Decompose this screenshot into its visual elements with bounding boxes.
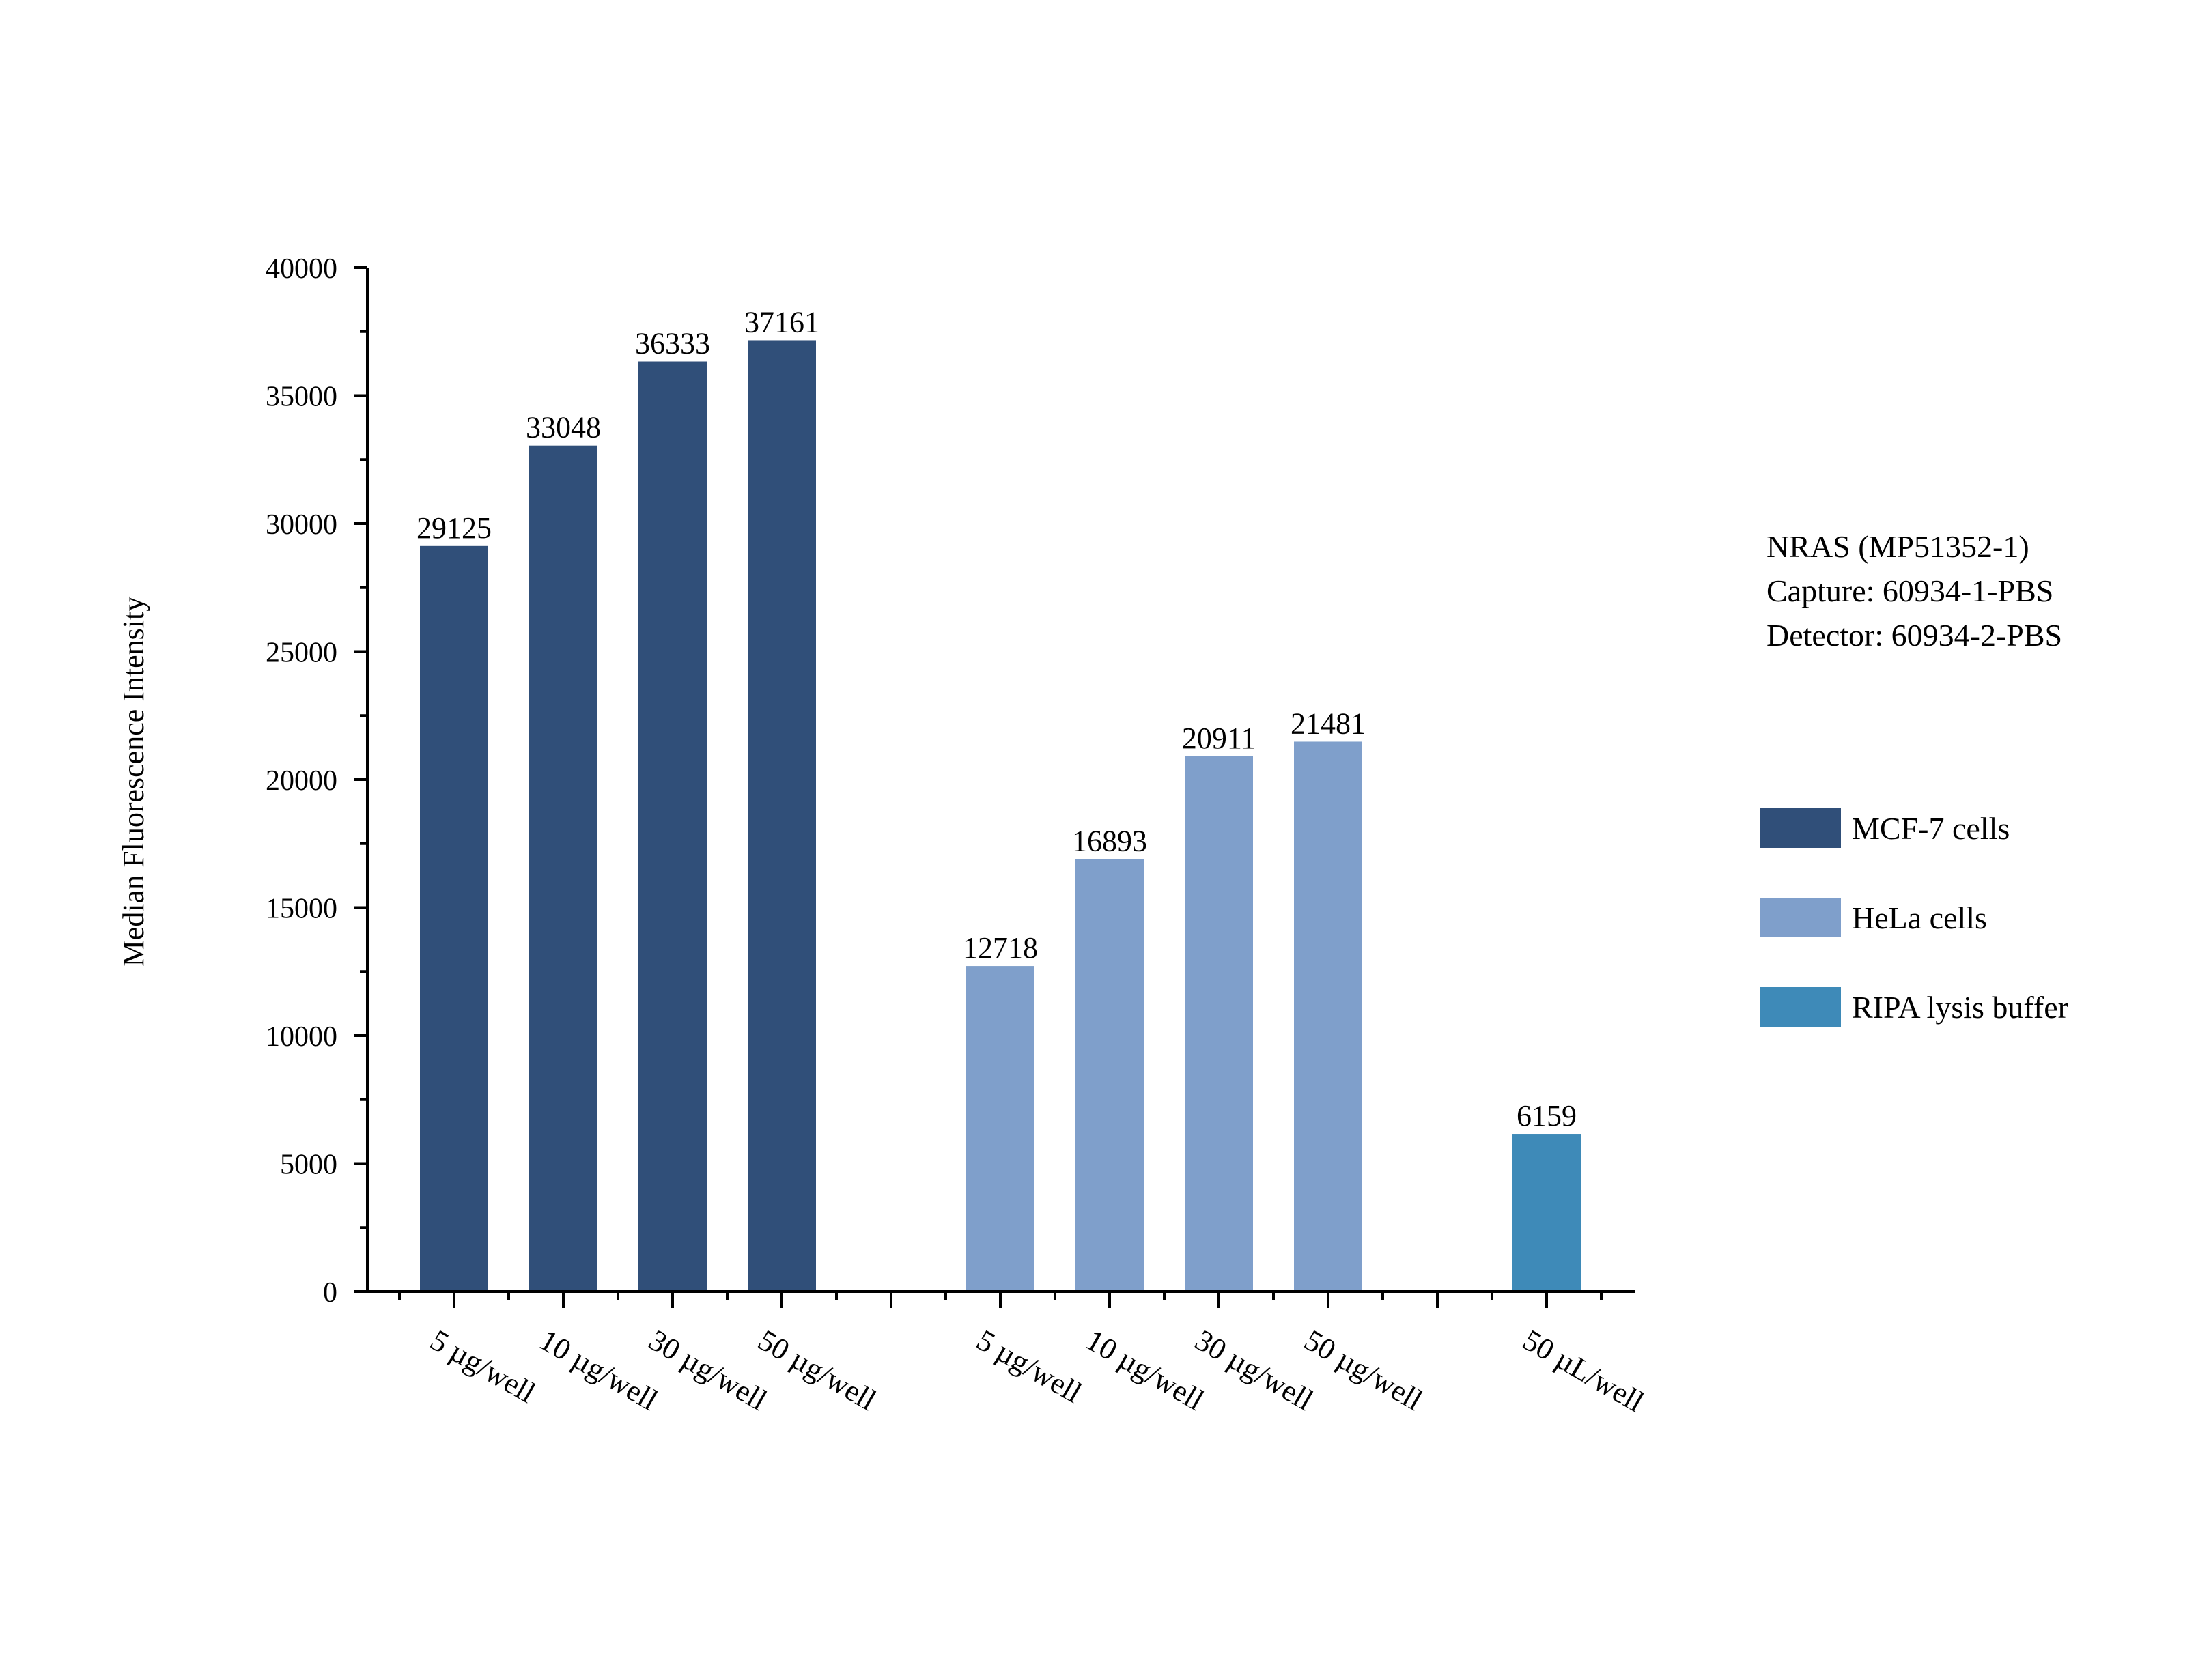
legend-label-0: MCF-7 cells xyxy=(1852,811,2010,846)
bar-0-0 xyxy=(420,545,488,1292)
bar-value-label: 37161 xyxy=(744,305,819,339)
bar-2-0 xyxy=(1512,1134,1581,1292)
legend-label-2: RIPA lysis buffer xyxy=(1852,990,2068,1025)
bar-value-label: 12718 xyxy=(963,931,1038,965)
y-tick-label: 10000 xyxy=(266,1021,337,1053)
bar-1-1 xyxy=(1075,859,1144,1292)
bar-value-label: 36333 xyxy=(635,327,710,360)
annotation-line-3: Detector: 60934-2-PBS xyxy=(1766,618,2062,653)
legend-swatch-1 xyxy=(1760,898,1841,937)
category-label: 10 µg/well xyxy=(1080,1323,1209,1417)
y-tick-label: 5000 xyxy=(280,1150,337,1181)
bars-layer xyxy=(420,340,1581,1292)
y-tick-label: 35000 xyxy=(266,382,337,413)
chart-annotation: NRAS (MP51352-1) Capture: 60934-1-PBS De… xyxy=(1766,529,2062,653)
annotation-line-1: NRAS (MP51352-1) xyxy=(1766,529,2029,564)
bar-1-2 xyxy=(1185,756,1253,1292)
legend: MCF-7 cells HeLa cells RIPA lysis buffer xyxy=(1760,808,2068,1027)
category-label: 50 µL/well xyxy=(1517,1323,1650,1419)
bar-value-label: 20911 xyxy=(1182,722,1256,755)
legend-label-1: HeLa cells xyxy=(1852,900,1987,935)
category-label: 30 µg/well xyxy=(1190,1323,1319,1417)
bar-value-label: 16893 xyxy=(1072,825,1147,858)
category-label: 30 µg/well xyxy=(643,1323,772,1417)
bar-1-0 xyxy=(966,966,1034,1292)
bar-value-label: 21481 xyxy=(1291,707,1366,740)
legend-swatch-2 xyxy=(1760,987,1841,1027)
category-label: 5 µg/well xyxy=(425,1323,541,1410)
bar-value-label: 29125 xyxy=(417,511,492,545)
category-label: 5 µg/well xyxy=(971,1323,1087,1410)
category-label: 50 µg/well xyxy=(752,1323,882,1417)
bar-0-1 xyxy=(529,445,597,1292)
y-ticks-layer: 0 5000 10000 15000 20000 25000 30000 35000 40000 xyxy=(266,253,367,1309)
bar-0-3 xyxy=(748,340,816,1292)
y-tick-label: 20000 xyxy=(266,765,337,797)
y-tick-label: 30000 xyxy=(266,509,337,541)
bar-value-label: 33048 xyxy=(526,411,601,444)
y-tick-label: 15000 xyxy=(266,894,337,925)
y-tick-label: 25000 xyxy=(266,638,337,669)
y-tick-label: 0 xyxy=(323,1277,337,1309)
y-tick-label: 40000 xyxy=(266,253,337,285)
data-labels-layer: 29125 33048 36333 37161 12718 16893 20911 21481… xyxy=(417,305,1577,1133)
bar-0-2 xyxy=(638,361,707,1292)
x-ticks-layer xyxy=(398,1292,1603,1308)
bar-1-3 xyxy=(1294,741,1362,1292)
y-axis-title: Median Fluorescence Intensity xyxy=(117,597,150,967)
bar-value-label: 6159 xyxy=(1517,1099,1577,1133)
category-label: 10 µg/well xyxy=(534,1323,663,1417)
legend-swatch-0 xyxy=(1760,808,1841,848)
category-label: 50 µg/well xyxy=(1299,1323,1428,1417)
annotation-line-2: Capture: 60934-1-PBS xyxy=(1766,573,2053,608)
